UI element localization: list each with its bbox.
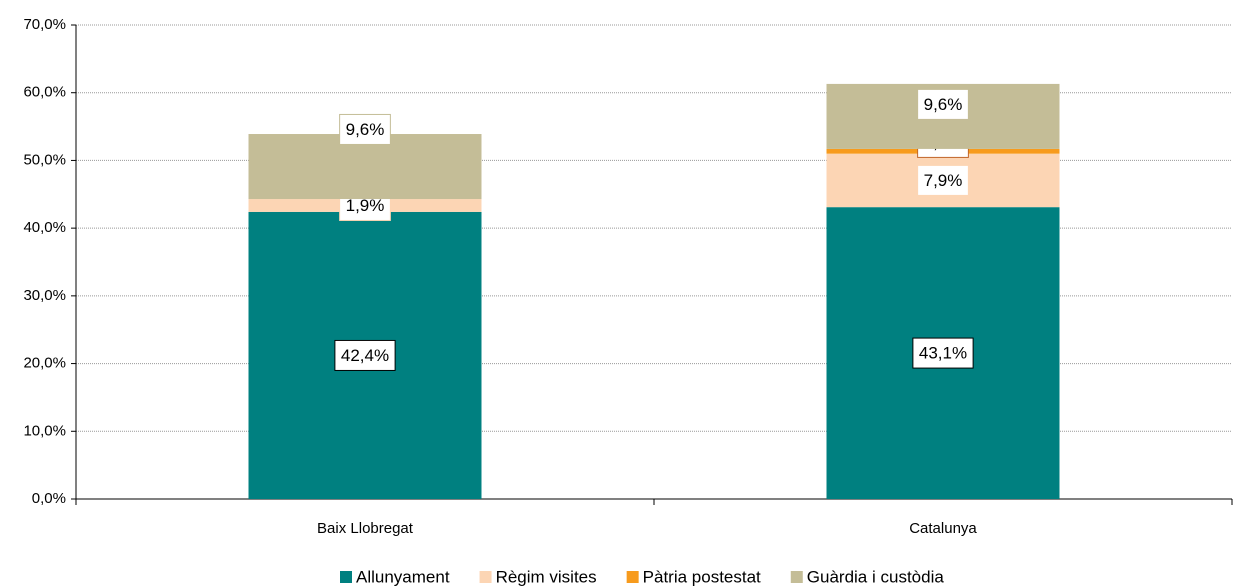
legend-label: Allunyament [356,567,450,586]
value-label-box [334,339,396,371]
value-label: 7,9% [924,171,963,190]
x-tick-label: Catalunya [909,520,977,537]
value-label-box [339,113,391,145]
y-tick-label: 60,0% [23,84,66,101]
y-tick-label: 70,0% [23,16,66,33]
y-tick-label: 10,0% [23,422,66,439]
legend-swatch [340,571,352,583]
y-tick-label: 20,0% [23,355,66,372]
legend-label: Guàrdia i custòdia [807,567,945,586]
value-label-box [917,88,969,120]
legend-label: Pàtria postestat [643,567,761,586]
legend-swatch [790,571,803,583]
value-label: 42,4% [341,346,389,365]
y-tick-label: 40,0% [23,219,66,236]
value-label-box [917,164,969,196]
y-tick-label: 0,0% [32,490,66,507]
legend-swatch [626,571,639,583]
value-label: 9,6% [924,95,963,114]
y-tick-label: 30,0% [23,287,66,304]
value-label-box [912,337,974,369]
legend-swatch [479,571,492,583]
value-label: 43,1% [919,344,967,363]
y-tick-label: 50,0% [23,151,66,168]
value-label: 9,6% [346,120,385,139]
legend-label: Règim visites [496,567,597,586]
x-tick-label: Baix Llobregat [317,520,414,537]
value-label: 1,9% [346,196,385,215]
